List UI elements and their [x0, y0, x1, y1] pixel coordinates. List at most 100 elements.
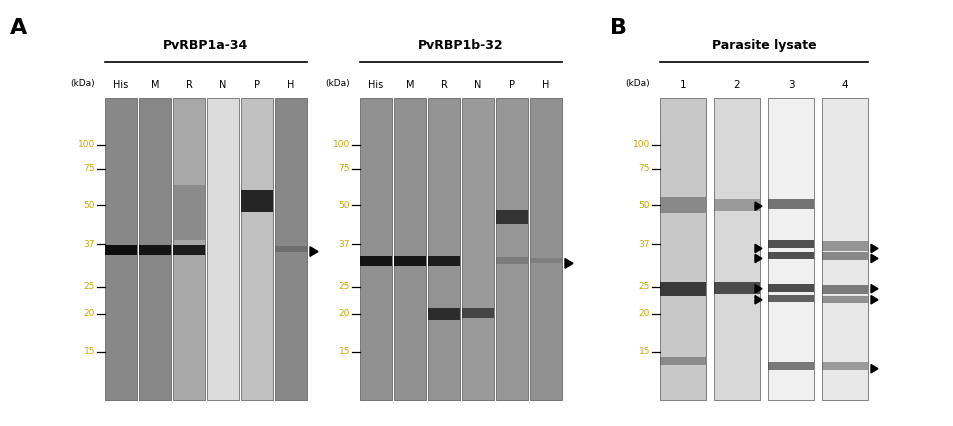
Text: 37: 37 — [638, 240, 649, 249]
Bar — [821, 296, 867, 303]
Text: P: P — [253, 80, 260, 90]
Bar — [821, 253, 867, 260]
Polygon shape — [870, 254, 877, 263]
Text: 25: 25 — [638, 282, 649, 291]
Bar — [241, 190, 273, 212]
Text: 4: 4 — [841, 80, 847, 90]
Text: PvRBP1b-32: PvRBP1b-32 — [417, 39, 503, 52]
Polygon shape — [754, 254, 761, 263]
Text: 100: 100 — [77, 140, 95, 149]
Text: 15: 15 — [638, 347, 649, 356]
Polygon shape — [870, 244, 877, 253]
Text: His: His — [113, 80, 129, 90]
Bar — [496, 210, 527, 224]
Text: 50: 50 — [638, 201, 649, 210]
Bar — [496, 257, 527, 265]
Text: 75: 75 — [638, 164, 649, 173]
Text: (kDa): (kDa) — [71, 79, 95, 88]
Polygon shape — [754, 296, 761, 304]
Text: 25: 25 — [84, 282, 95, 291]
Bar — [172, 98, 205, 400]
Bar — [767, 253, 813, 259]
Bar — [207, 98, 239, 400]
Bar — [394, 256, 426, 266]
Bar — [274, 98, 307, 400]
Bar — [394, 98, 426, 400]
Polygon shape — [870, 296, 877, 304]
Bar — [767, 284, 813, 292]
Bar — [821, 362, 867, 370]
Bar — [105, 245, 137, 255]
Bar — [767, 199, 813, 209]
Text: M: M — [405, 80, 414, 90]
Text: 1: 1 — [679, 80, 685, 90]
Bar — [767, 240, 813, 248]
Text: His: His — [368, 80, 383, 90]
Bar — [713, 98, 760, 400]
Bar — [172, 185, 205, 240]
Bar — [659, 98, 705, 400]
Bar — [274, 245, 307, 251]
Polygon shape — [870, 285, 877, 293]
Polygon shape — [870, 365, 877, 373]
Bar — [767, 362, 813, 370]
Polygon shape — [310, 247, 317, 256]
Text: Parasite lysate: Parasite lysate — [711, 39, 816, 52]
Text: 100: 100 — [632, 140, 649, 149]
Bar — [428, 308, 459, 320]
Text: 25: 25 — [338, 282, 350, 291]
Bar — [713, 282, 760, 294]
Bar — [821, 242, 867, 251]
Bar — [659, 197, 705, 213]
Text: (kDa): (kDa) — [625, 79, 649, 88]
Text: B: B — [609, 18, 626, 38]
Bar — [428, 98, 459, 400]
Text: 37: 37 — [84, 240, 95, 249]
Text: 2: 2 — [733, 80, 740, 90]
Text: 3: 3 — [787, 80, 794, 90]
Text: 50: 50 — [338, 201, 350, 210]
Text: 15: 15 — [84, 347, 95, 356]
Bar — [821, 98, 867, 400]
Bar — [530, 259, 561, 263]
Bar — [172, 245, 205, 255]
Text: 37: 37 — [338, 240, 350, 249]
Text: 20: 20 — [338, 309, 350, 318]
Text: 75: 75 — [338, 164, 350, 173]
Bar — [461, 98, 494, 400]
Text: N: N — [474, 80, 481, 90]
Text: 75: 75 — [84, 164, 95, 173]
Text: H: H — [287, 80, 294, 90]
Text: H: H — [541, 80, 549, 90]
Bar — [821, 285, 867, 294]
Bar — [139, 245, 171, 255]
Bar — [461, 308, 494, 318]
Polygon shape — [754, 202, 761, 210]
Text: R: R — [440, 80, 447, 90]
Bar — [713, 199, 760, 211]
Bar — [139, 98, 171, 400]
Text: (kDa): (kDa) — [325, 79, 350, 88]
Bar — [359, 256, 392, 266]
Polygon shape — [754, 285, 761, 293]
Text: 100: 100 — [333, 140, 350, 149]
Bar — [659, 357, 705, 365]
Text: 20: 20 — [638, 309, 649, 318]
Bar — [530, 98, 561, 400]
Text: 15: 15 — [338, 347, 350, 356]
Bar — [767, 98, 813, 400]
Bar — [241, 98, 273, 400]
Text: 20: 20 — [84, 309, 95, 318]
Bar — [496, 98, 527, 400]
Text: N: N — [219, 80, 227, 90]
Bar — [428, 256, 459, 266]
Polygon shape — [564, 259, 573, 268]
Bar — [659, 282, 705, 296]
Text: R: R — [186, 80, 193, 90]
Text: PvRBP1a-34: PvRBP1a-34 — [163, 39, 249, 52]
Bar — [105, 98, 137, 400]
Bar — [767, 295, 813, 302]
Text: M: M — [151, 80, 159, 90]
Polygon shape — [754, 244, 761, 253]
Bar — [359, 98, 392, 400]
